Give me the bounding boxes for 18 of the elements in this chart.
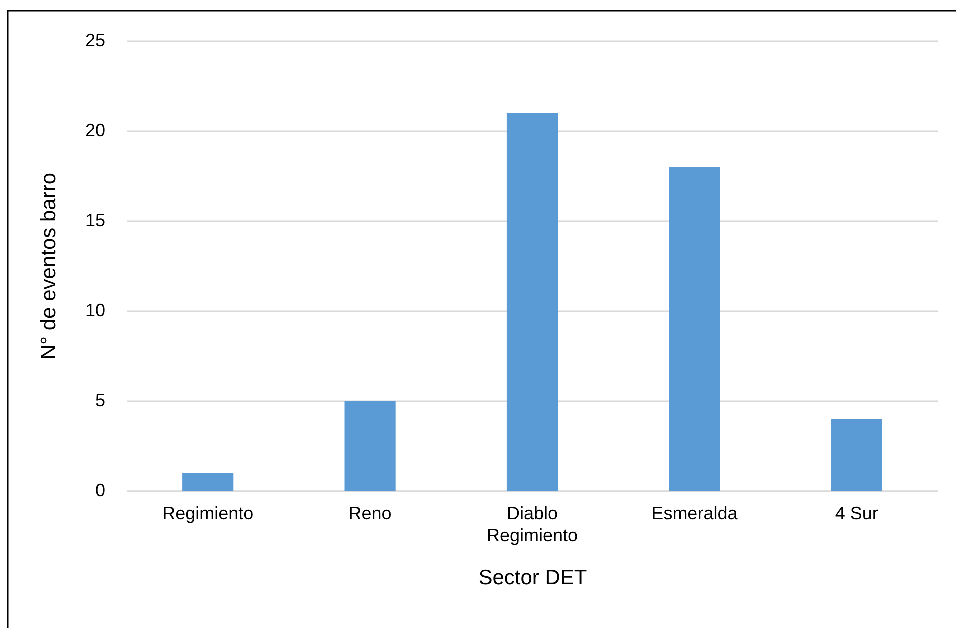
- x-axis-title: Sector DET: [478, 566, 588, 590]
- bar: [344, 401, 396, 491]
- x-tick-label: 4 Sur: [835, 504, 878, 524]
- y-tick-label: 20: [85, 120, 106, 140]
- y-tick-label: 5: [95, 390, 106, 410]
- y-tick-label: 0: [95, 480, 106, 500]
- y-tick-label: 10: [85, 300, 106, 320]
- x-tick-label: Diablo Regimiento: [486, 504, 578, 546]
- y-tick-label: 25: [85, 30, 106, 50]
- bar: [831, 419, 882, 491]
- x-tick-label: Reno: [348, 504, 392, 524]
- bar: [182, 473, 234, 491]
- y-tick-label: 15: [85, 210, 106, 230]
- y-axis-title: N° de eventos barro: [37, 172, 60, 360]
- bar: [506, 113, 558, 491]
- bar: [669, 167, 720, 491]
- x-tick-label: Regimiento: [162, 504, 254, 524]
- x-tick-label: Esmeralda: [652, 504, 739, 524]
